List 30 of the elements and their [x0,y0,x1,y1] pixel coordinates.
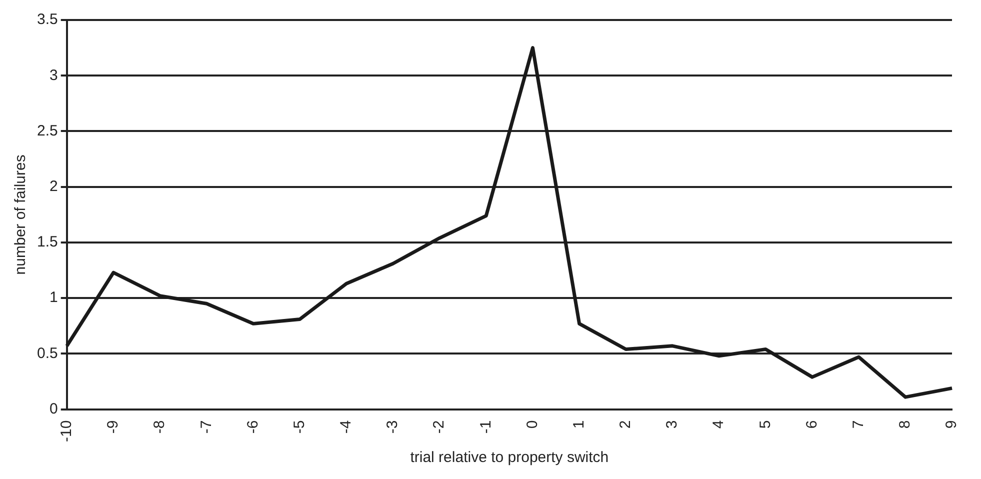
x-tick-label: 7 [850,420,867,429]
y-axis-title: number of failures [12,154,30,275]
y-tick-label: 0 [50,400,58,418]
x-tick-label: 2 [617,420,634,429]
x-tick-label: -1 [477,420,494,434]
y-tick-label: 2.5 [36,122,58,140]
y-tick-label: 0.5 [36,344,58,362]
x-tick-label: -10 [58,420,75,442]
y-tick-label: 1 [50,289,58,306]
x-tick-label: 0 [524,420,541,429]
y-tick-label: 1.5 [36,234,58,251]
x-tick-label: 5 [756,420,774,429]
x-tick-label: -7 [198,420,215,434]
x-tick-label: -9 [104,420,122,434]
x-tick-label: 1 [570,420,588,429]
x-axis-title: trial relative to property switch [410,449,609,466]
x-tick-label: -2 [430,420,448,434]
x-tick-label: -3 [384,420,402,434]
y-tick-label: 2 [50,178,58,195]
x-tick-label: -8 [151,420,168,434]
x-tick-label: -4 [338,420,355,434]
x-tick-label: 4 [710,420,728,429]
x-tick-label: 9 [943,420,960,429]
y-tick-label: 3.5 [36,11,58,28]
x-tick-label: 3 [664,420,681,429]
y-tick-label: 3 [50,66,58,84]
x-tick-label: 6 [803,420,820,429]
x-tick-label: -6 [244,420,262,434]
x-tick-label: 8 [896,420,914,429]
x-tick-label: -5 [290,420,308,434]
